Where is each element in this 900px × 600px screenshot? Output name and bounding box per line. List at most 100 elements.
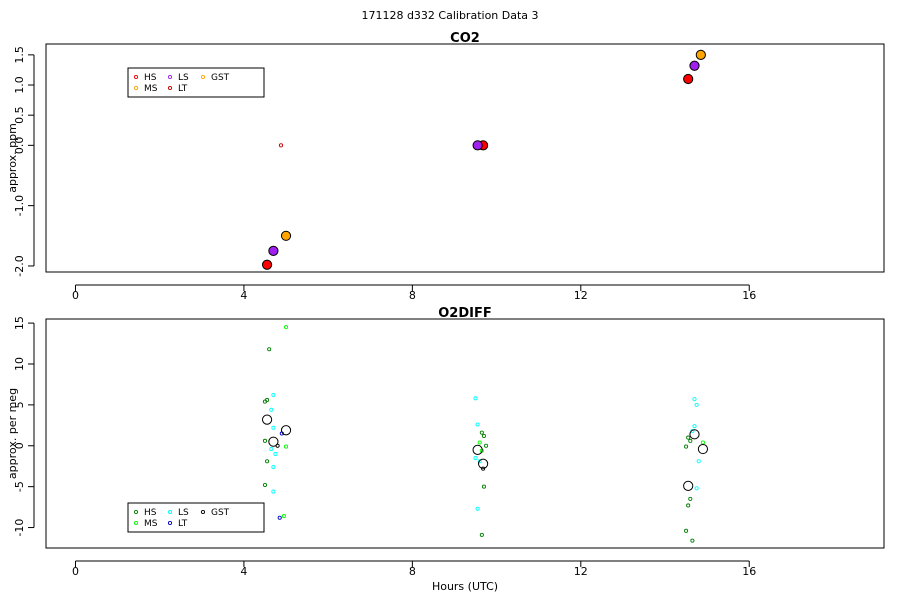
mean-point-1-5-4: [478, 458, 489, 469]
mean-point-1-5-2: [280, 425, 292, 436]
legend-marker-0-2: [167, 74, 173, 80]
x-axis-label-1: Hours (UTC): [432, 580, 498, 593]
data-point-1-2-10: [477, 459, 482, 464]
legend-label-0-0: HS: [144, 73, 157, 83]
mean-point-0-6-2: [689, 60, 700, 71]
panel-title-1: O2DIFF: [438, 306, 492, 321]
panel-title-0: CO2: [450, 31, 480, 46]
data-point-1-2-2: [271, 425, 276, 430]
y-tick-label-1-4: 10: [13, 357, 26, 371]
data-point-1-0-16: [684, 528, 689, 533]
data-point-1-0-4: [265, 459, 270, 464]
y-tick-label-0-2: 0.0: [13, 137, 26, 155]
legend-marker-0-0: [133, 74, 139, 80]
data-point-1-2-7: [473, 396, 478, 401]
y-tick-label-1-5: 15: [13, 316, 26, 330]
data-point-1-2-1: [269, 407, 274, 412]
legend-marker-0-3: [167, 85, 173, 91]
legend-marker-1-2: [167, 509, 173, 515]
x-tick-label-0-0: 0: [72, 289, 79, 302]
mean-point-1-5-5: [683, 480, 694, 491]
legend-label-1-1: MS: [144, 519, 158, 529]
y-tick-label-0-4: 1.0: [13, 76, 26, 94]
data-point-1-1-1: [283, 444, 289, 449]
legend-label-1-0: HS: [144, 508, 157, 518]
data-point-1-2-5: [271, 464, 276, 470]
data-point-1-4-1: [481, 466, 486, 471]
data-point-1-1-2: [281, 514, 286, 519]
mean-point-1-5-7: [697, 443, 709, 455]
mean-point-1-5-3: [472, 444, 483, 455]
mean-point-0-6-0: [268, 245, 279, 256]
data-point-1-2-6: [271, 489, 276, 494]
data-point-1-0-15: [686, 503, 691, 508]
mean-point-0-6-1: [472, 140, 483, 151]
mean-point-0-5-0: [280, 230, 292, 241]
data-point-0-3-0: [278, 143, 284, 148]
plot-frame-0: [45, 43, 885, 273]
data-point-1-0-1: [265, 397, 270, 403]
mean-point-0-4-2: [683, 73, 694, 85]
data-point-1-1-5: [700, 440, 705, 445]
x-tick-label-1-4: 16: [742, 565, 756, 578]
data-point-1-0-11: [686, 435, 691, 440]
y-tick-label-1-0: -10: [13, 519, 26, 537]
data-point-1-2-0: [271, 393, 276, 398]
data-point-1-3-1: [277, 515, 282, 520]
y-tick-label-1-3: 5: [13, 401, 26, 408]
y-tick-label-0-5: 1.5: [13, 46, 26, 64]
data-point-1-2-11: [475, 506, 480, 511]
data-point-1-1-0: [283, 325, 289, 330]
y-axis-label-1: approx. per meg: [6, 388, 19, 479]
data-point-1-0-5: [262, 482, 268, 488]
legend-box-0: [127, 67, 265, 98]
y-tick-label-0-0: -2.0: [13, 255, 26, 276]
x-tick-label-1-3: 12: [574, 565, 588, 578]
legend-marker-1-1: [133, 520, 139, 526]
data-point-1-2-3: [273, 451, 278, 456]
x-tick-label-0-3: 12: [574, 289, 588, 302]
data-point-1-2-9: [473, 455, 478, 461]
y-axis-label-0: approx. ppm: [6, 123, 19, 193]
legend-label-1-3: LT: [178, 519, 188, 529]
y-tick-label-0-3: 0.5: [13, 106, 26, 124]
x-tick-label-0-4: 16: [742, 289, 756, 302]
mean-point-0-5-1: [695, 49, 706, 60]
data-point-1-0-14: [688, 496, 693, 501]
data-point-1-2-16: [696, 459, 701, 464]
legend-marker-0-1: [133, 85, 139, 91]
data-point-1-0-12: [688, 438, 693, 443]
x-tick-label-1-0: 0: [72, 565, 79, 578]
data-point-1-2-4: [269, 446, 274, 452]
legend-label-1-2: LS: [178, 508, 189, 518]
data-point-1-0-7: [481, 433, 486, 439]
legend-label-0-4: GST: [211, 73, 230, 83]
data-point-1-1-3: [477, 440, 482, 445]
data-point-1-0-17: [690, 538, 695, 543]
data-point-1-2-17: [694, 486, 699, 491]
mean-point-0-4-0: [261, 259, 273, 270]
data-point-1-0-8: [484, 443, 489, 448]
legend-marker-1-0: [133, 509, 139, 515]
data-point-1-0-2: [267, 347, 272, 352]
data-point-1-0-13: [684, 444, 689, 449]
mean-point-1-5-1: [268, 436, 279, 447]
legend-marker-1-4: [200, 509, 206, 515]
x-tick-label-1-1: 4: [240, 565, 247, 578]
legend-marker-0-4: [200, 74, 206, 80]
mean-point-1-5-0: [261, 414, 273, 425]
legend-label-0-2: LS: [178, 73, 189, 83]
data-point-1-2-13: [694, 402, 699, 407]
x-tick-label-0-2: 8: [409, 289, 416, 302]
x-tick-label-1-2: 8: [409, 565, 416, 578]
data-point-1-2-8: [475, 422, 480, 427]
y-tick-label-0-1: -1.0: [13, 195, 26, 216]
data-point-1-0-3: [262, 438, 268, 443]
data-point-1-0-9: [481, 484, 486, 489]
data-point-1-0-6: [479, 430, 484, 435]
legend-label-1-4: GST: [211, 508, 230, 518]
data-point-1-2-12: [692, 397, 697, 402]
y-tick-label-1-2: 0: [13, 442, 26, 449]
